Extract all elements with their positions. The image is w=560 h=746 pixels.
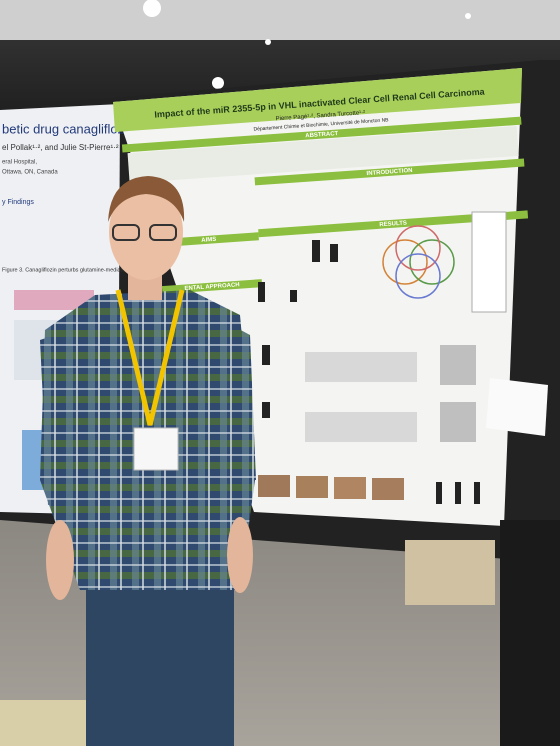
- section-heading: AIMS: [201, 237, 216, 244]
- section-heading: ABSTRACT: [305, 131, 339, 139]
- section-heading: RESULTS: [379, 220, 407, 228]
- ceiling-light: [265, 39, 271, 45]
- glasses: [112, 224, 140, 241]
- western-blot: [440, 402, 476, 442]
- arm: [227, 517, 253, 593]
- left-caption: Figure 3. Canagliflozin perturbs glutami…: [2, 267, 128, 273]
- section-bar: [121, 116, 522, 153]
- sleeve: [40, 330, 78, 505]
- gene-list: [471, 211, 507, 313]
- left-affiliation: eral Hospital,: [2, 160, 37, 166]
- poster-header: [113, 68, 522, 132]
- ceiling-light: [143, 0, 161, 17]
- venn-circle: [395, 225, 441, 271]
- venn-circle: [409, 239, 455, 285]
- floor-panel: [0, 700, 90, 746]
- table: [405, 540, 495, 605]
- ceiling-light: [212, 77, 224, 89]
- sleeve: [222, 320, 256, 480]
- section-bar: [158, 232, 259, 248]
- section-heading: ENTAL APPROACH: [184, 282, 240, 292]
- arm: [46, 520, 74, 600]
- left-authors: el Pollak¹·², and Julie St-Pierre¹·²: [2, 143, 119, 152]
- histogram-figures: [305, 352, 417, 442]
- western-blot: [440, 345, 476, 385]
- name-badge: [133, 427, 179, 471]
- display-stand: [500, 520, 560, 746]
- jeans: [86, 575, 234, 746]
- hair: [108, 176, 185, 222]
- main-poster: [113, 68, 522, 526]
- micrographs: [258, 475, 404, 500]
- section-bar: [258, 210, 529, 238]
- lanyard: [115, 289, 185, 426]
- glasses: [149, 224, 177, 241]
- left-location: Ottawa, ON, Canada: [2, 170, 58, 176]
- note-paper: [486, 378, 548, 436]
- venn-circle: [382, 239, 428, 285]
- left-heading: y Findings: [2, 199, 34, 206]
- figure: [14, 290, 94, 310]
- ceiling-panel: [0, 0, 560, 40]
- venn-circle: [395, 253, 441, 299]
- section-heading: INTRODUCTION: [366, 168, 412, 177]
- ceiling-light: [465, 13, 471, 19]
- section-bar: [254, 158, 525, 186]
- abstract-text: [127, 125, 519, 184]
- left-title: betic drug canagliflozin: [2, 121, 134, 136]
- face: [109, 184, 183, 280]
- bar-figures: [258, 240, 480, 504]
